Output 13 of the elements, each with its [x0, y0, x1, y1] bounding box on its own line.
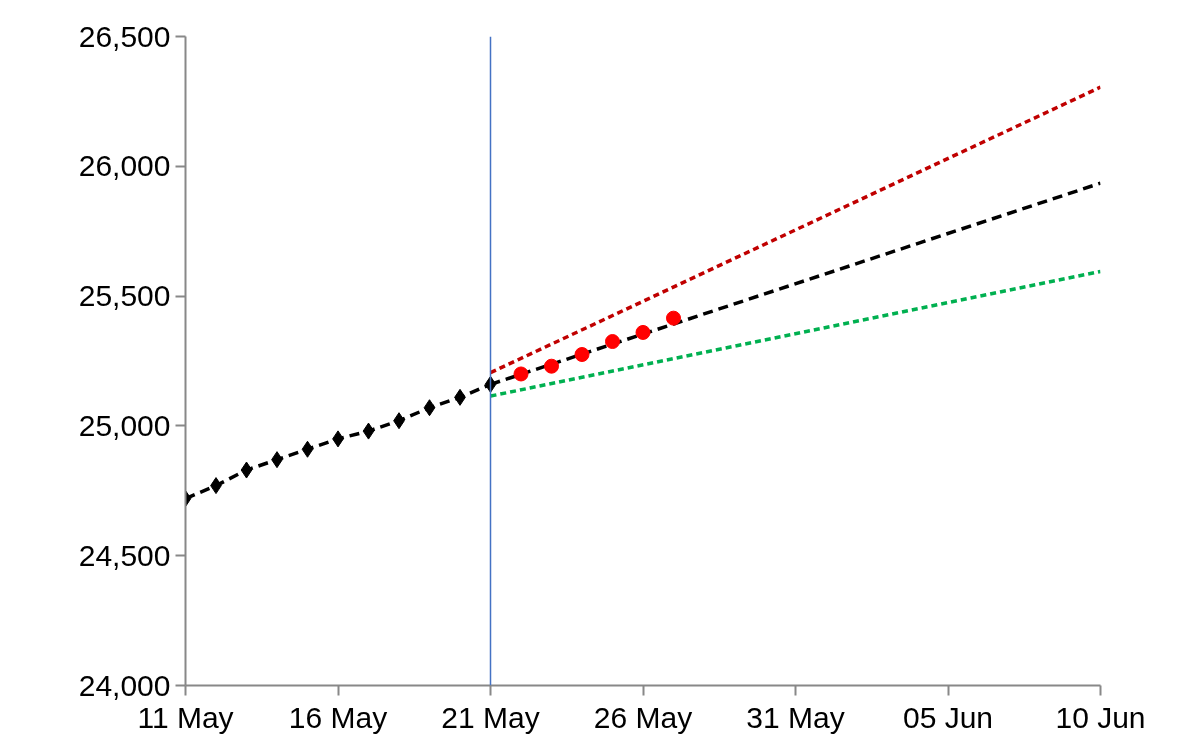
y-tick-label: 26,500: [78, 19, 171, 53]
y-tick-label: 24,500: [78, 538, 171, 572]
x-tick-label: 26 May: [593, 700, 693, 734]
x-tick-label: 11 May: [137, 700, 234, 734]
y-tick-label: 26,000: [78, 149, 171, 183]
y-tick-label: 24,000: [78, 668, 171, 702]
x-tick-label: 10 Jun: [1055, 700, 1146, 734]
x-tick-label: 16 May: [288, 700, 388, 734]
y-tick-label: 25,500: [78, 279, 171, 313]
x-tick-label: 05 Jun: [902, 700, 994, 734]
y-tick-label: 25,000: [78, 408, 171, 442]
x-tick-label: 31 May: [746, 700, 845, 734]
x-tick-label: 21 May: [441, 700, 540, 734]
